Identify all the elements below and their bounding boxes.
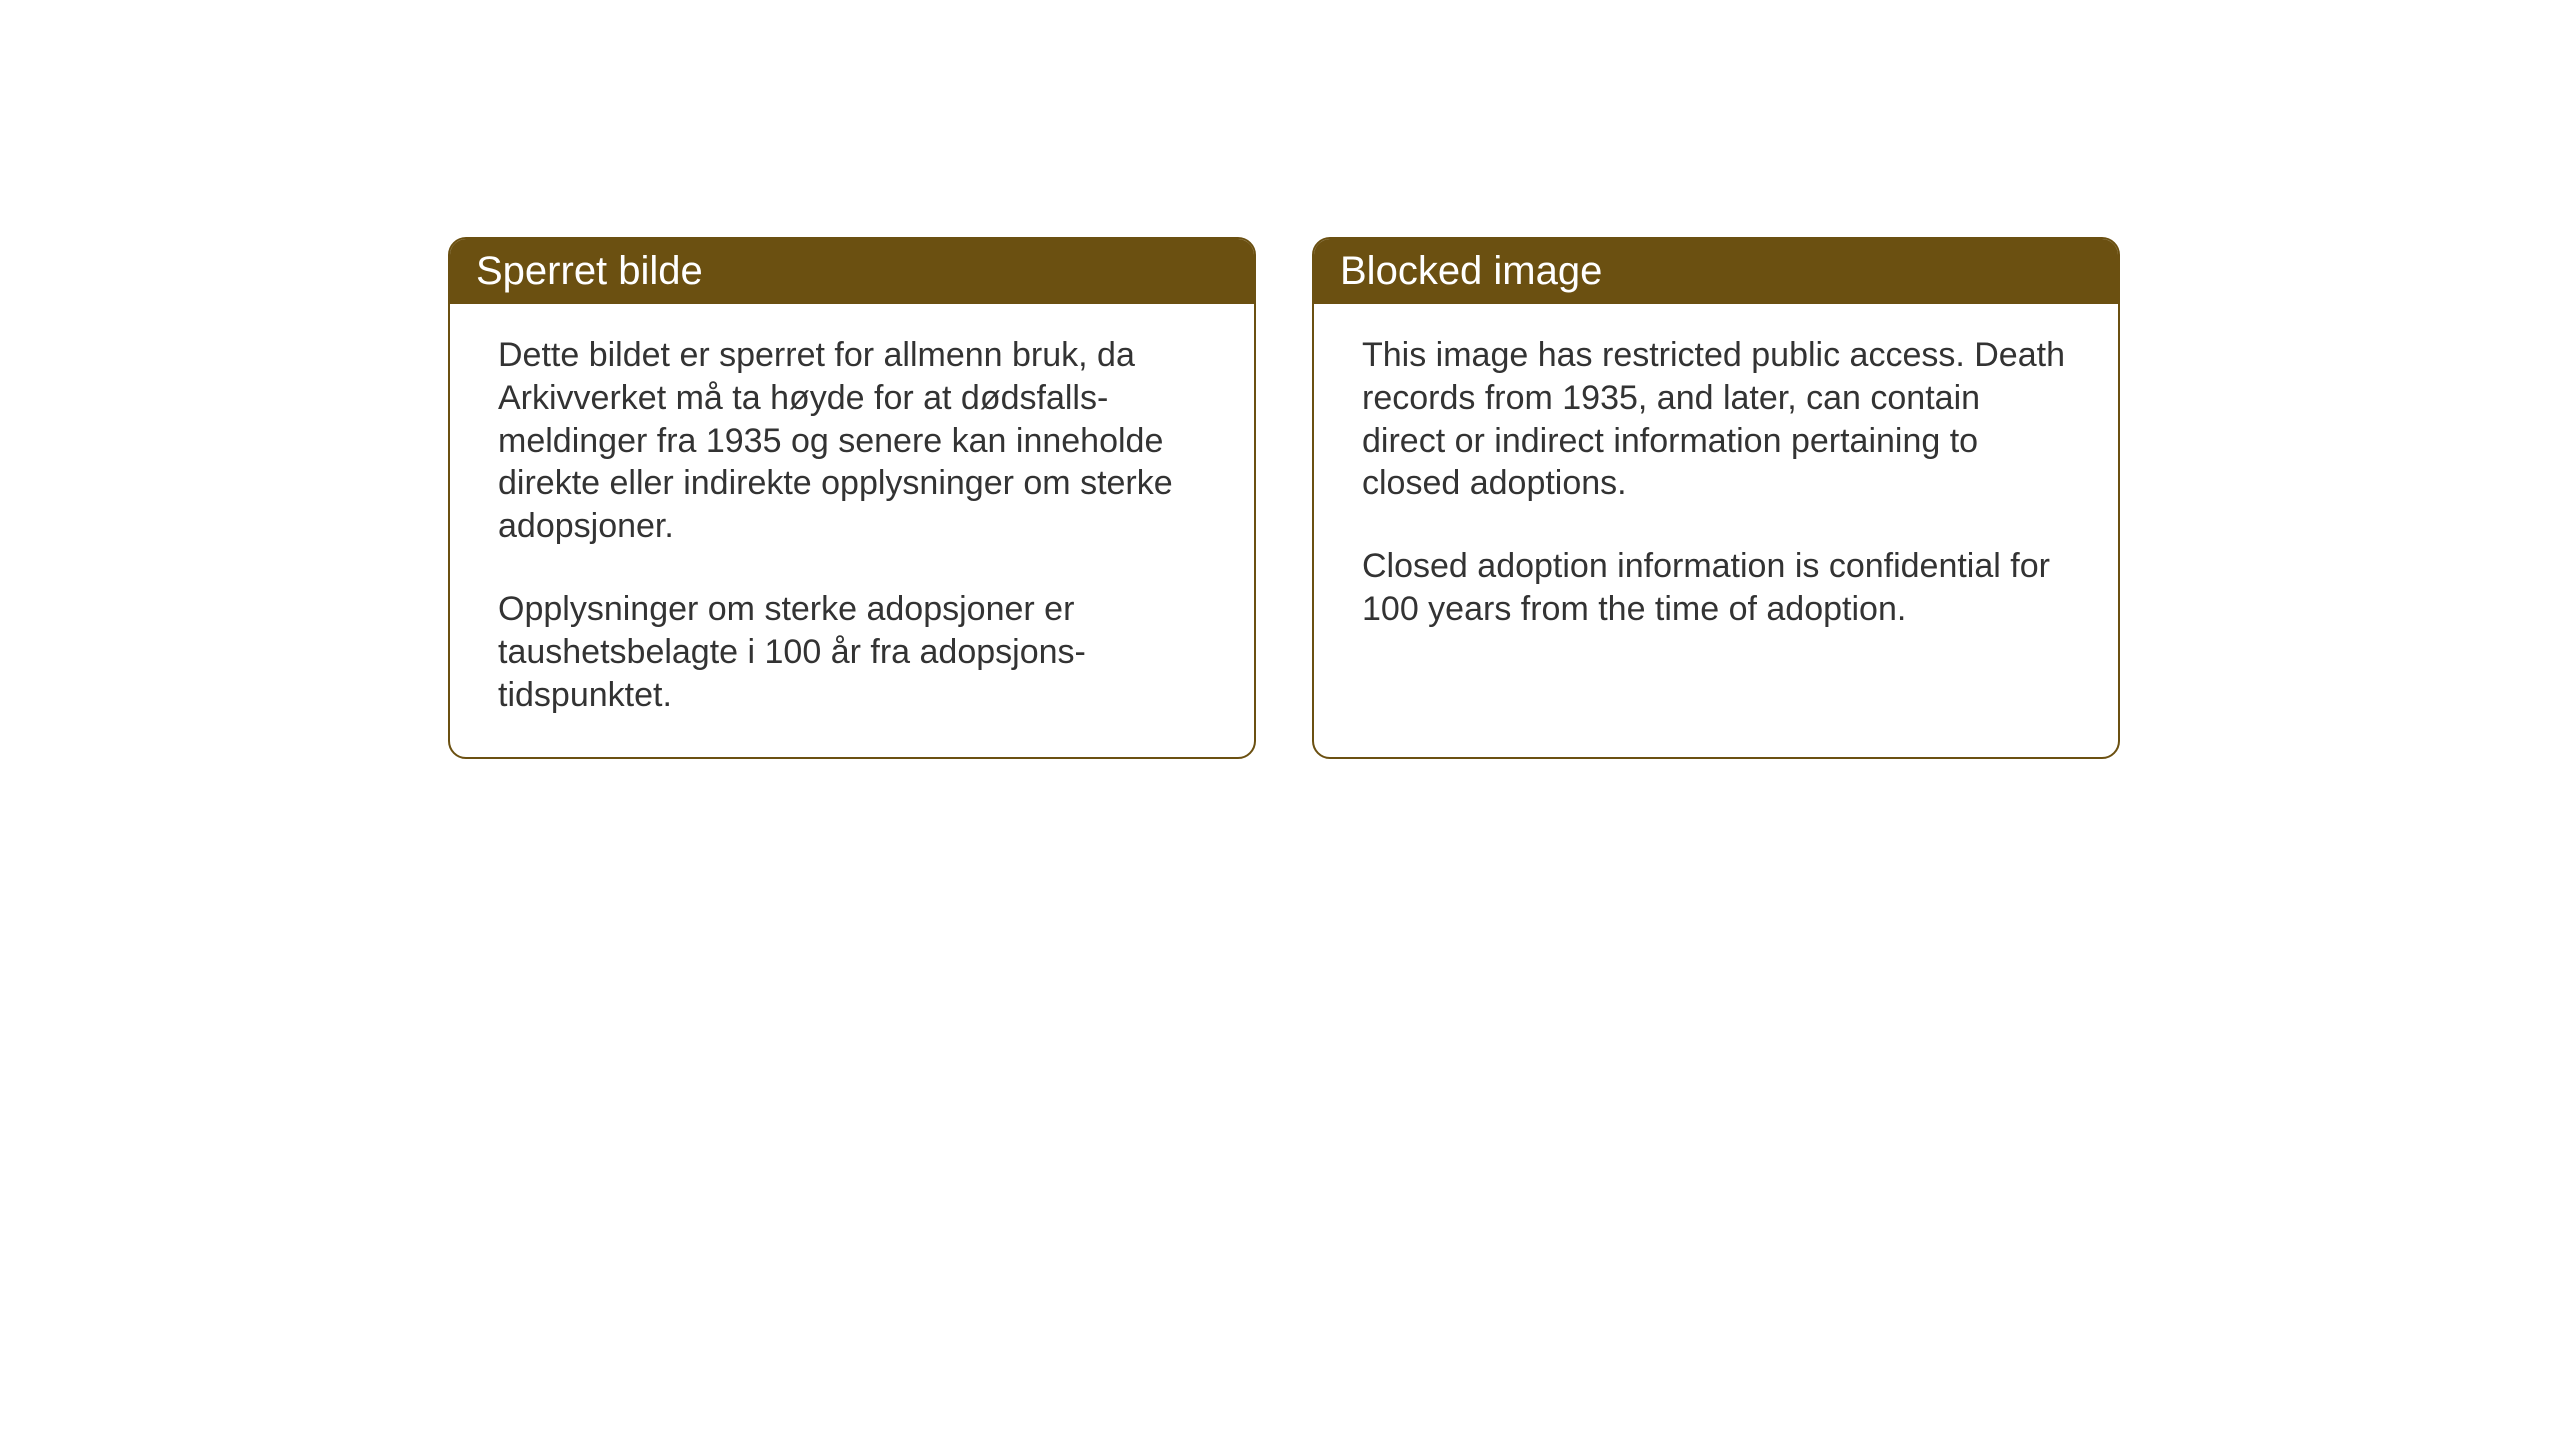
norwegian-notice-card: Sperret bilde Dette bildet er sperret fo… xyxy=(448,237,1256,759)
english-card-title: Blocked image xyxy=(1340,249,1602,293)
english-card-header: Blocked image xyxy=(1314,239,2118,304)
norwegian-card-header: Sperret bilde xyxy=(450,239,1254,304)
english-paragraph-1: This image has restricted public access.… xyxy=(1362,334,2070,505)
english-paragraph-2: Closed adoption information is confident… xyxy=(1362,545,2070,631)
english-notice-card: Blocked image This image has restricted … xyxy=(1312,237,2120,759)
notice-cards-container: Sperret bilde Dette bildet er sperret fo… xyxy=(448,237,2120,759)
english-card-body: This image has restricted public access.… xyxy=(1314,304,2118,724)
norwegian-paragraph-1: Dette bildet er sperret for allmenn bruk… xyxy=(498,334,1206,548)
norwegian-card-body: Dette bildet er sperret for allmenn bruk… xyxy=(450,304,1254,757)
norwegian-card-title: Sperret bilde xyxy=(476,249,703,293)
norwegian-paragraph-2: Opplysninger om sterke adopsjoner er tau… xyxy=(498,588,1206,716)
